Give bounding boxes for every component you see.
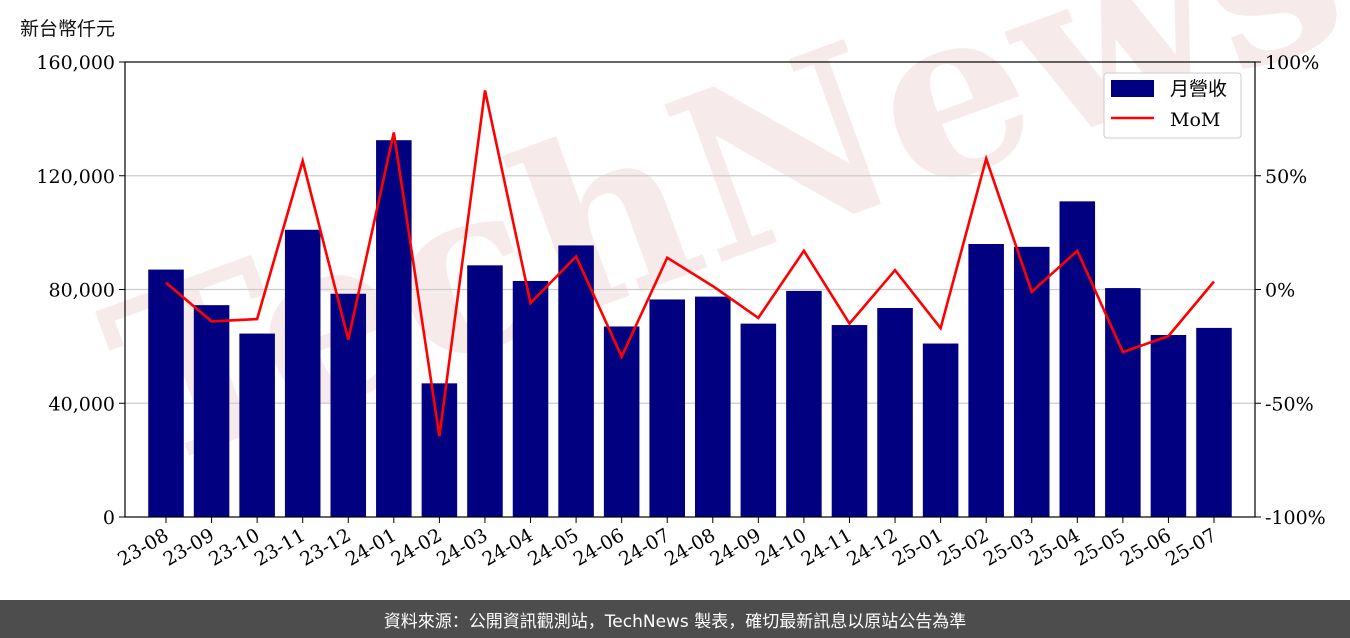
- right-tick-label: 50%: [1265, 166, 1307, 188]
- x-tick-label: 25-06: [1116, 524, 1174, 570]
- legend: 月營收 MoM: [1103, 72, 1242, 139]
- revenue-bar: [695, 296, 731, 517]
- footer-text: 資料來源：公開資訊觀測站，TechNews 製表，確切最新訊息以原站公告為準: [383, 611, 967, 632]
- x-tick-label: 23-10: [205, 524, 263, 570]
- right-tick-label: -100%: [1265, 507, 1326, 529]
- left-tick-label: 40,000: [49, 393, 115, 415]
- x-tick-label: 24-07: [615, 524, 673, 570]
- left-tick-label: 0: [103, 507, 115, 529]
- revenue-bar: [1059, 201, 1096, 517]
- x-tick-label: 25-02: [934, 524, 992, 570]
- revenue-bar: [1013, 246, 1050, 517]
- legend-bar-swatch: [1111, 80, 1154, 97]
- revenue-bar: [740, 323, 777, 517]
- revenue-bar: [330, 293, 367, 517]
- x-axis: 23-0823-0923-1023-1123-1224-0124-0224-03…: [114, 517, 1220, 571]
- x-tick-label: 24-09: [706, 524, 764, 570]
- mom-line: [165, 90, 1215, 437]
- source-footer: 資料來源：公開資訊觀測站，TechNews 製表，確切最新訊息以原站公告為準: [0, 600, 1350, 638]
- revenue-bar: [1196, 327, 1232, 517]
- left-axis: 0 40,000 80,000 120,000 160,000: [36, 52, 125, 529]
- x-tick-label: 24-04: [479, 524, 537, 570]
- x-tick-label: 24-05: [524, 524, 582, 570]
- revenue-bar: [148, 269, 184, 517]
- revenue-bar: [968, 244, 1004, 517]
- left-tick-label: 80,000: [49, 280, 115, 302]
- revenue-bar: [512, 280, 549, 517]
- right-tick-label: 0%: [1265, 280, 1295, 302]
- x-tick-label: 24-11: [798, 524, 856, 570]
- y-unit-label: 新台幣仟元: [20, 18, 116, 40]
- x-tick-label: 24-03: [433, 524, 491, 570]
- x-tick-label: 24-12: [843, 524, 901, 570]
- legend-bar-label: 月營收: [1170, 78, 1227, 100]
- revenue-bar: [877, 307, 913, 517]
- revenue-bar: [421, 383, 458, 517]
- x-tick-label: 23-08: [114, 524, 172, 570]
- x-tick-label: 25-05: [1071, 524, 1129, 570]
- x-tick-label: 23-11: [251, 524, 309, 570]
- bar-series: [148, 140, 1232, 517]
- x-tick-label: 24-08: [661, 524, 719, 570]
- revenue-bar: [284, 229, 321, 517]
- x-tick-label: 23-09: [160, 524, 218, 570]
- x-tick-label: 25-07: [1162, 524, 1220, 570]
- right-axis: -100% -50% 0% 50% 100%: [1255, 52, 1326, 529]
- revenue-bar: [193, 305, 230, 517]
- x-tick-label: 23-12: [296, 524, 354, 570]
- right-tick-label: -50%: [1265, 393, 1314, 415]
- x-tick-label: 25-04: [1025, 524, 1083, 570]
- revenue-bar: [786, 290, 822, 517]
- revenue-bar: [376, 140, 412, 517]
- left-tick-label: 120,000: [36, 166, 115, 188]
- legend-line-label: MoM: [1170, 109, 1220, 131]
- right-tick-label: 100%: [1265, 52, 1319, 74]
- x-tick-label: 24-10: [752, 524, 810, 570]
- revenue-bar: [831, 325, 868, 517]
- revenue-bar: [558, 245, 594, 517]
- x-tick-label: 25-01: [889, 524, 947, 570]
- x-tick-label: 25-03: [980, 524, 1038, 570]
- revenue-bar: [467, 265, 503, 517]
- revenue-bar: [649, 299, 685, 517]
- x-tick-label: 24-01: [342, 524, 400, 570]
- x-tick-label: 24-06: [570, 524, 628, 570]
- revenue-bar: [1150, 335, 1187, 517]
- x-tick-label: 24-02: [387, 524, 445, 570]
- left-tick-label: 160,000: [36, 52, 115, 74]
- revenue-bar: [239, 333, 275, 517]
- revenue-bar: [922, 343, 959, 517]
